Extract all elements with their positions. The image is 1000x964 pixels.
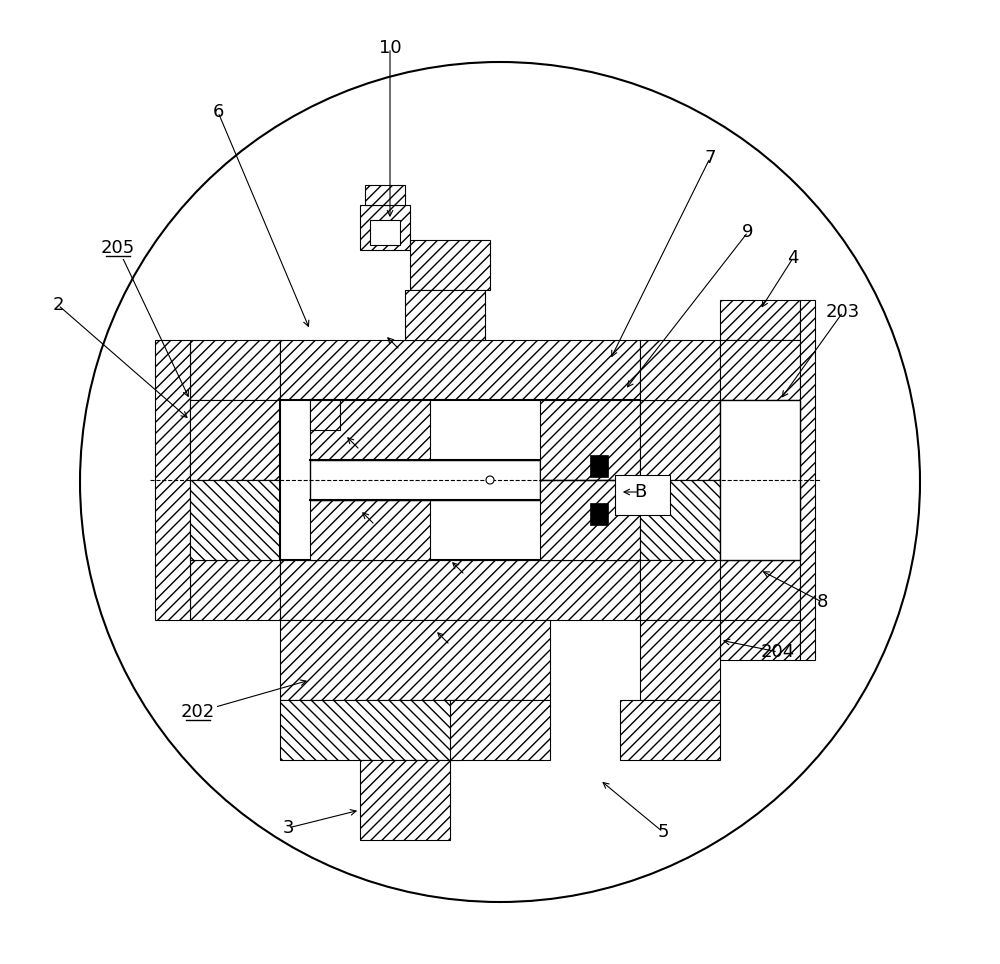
Text: 202: 202 [181, 703, 215, 721]
Polygon shape [310, 500, 430, 560]
Polygon shape [155, 340, 190, 620]
Text: 202: 202 [181, 703, 215, 721]
Polygon shape [590, 455, 608, 477]
Text: 4: 4 [787, 249, 799, 267]
Text: 10: 10 [379, 39, 401, 57]
Circle shape [80, 62, 920, 902]
Polygon shape [620, 700, 720, 760]
Text: B: B [634, 483, 646, 501]
Polygon shape [720, 300, 800, 340]
Text: 6: 6 [212, 103, 224, 121]
Text: 204: 204 [761, 643, 795, 661]
Text: 9: 9 [742, 223, 754, 241]
Polygon shape [640, 340, 720, 400]
Polygon shape [590, 503, 608, 525]
Polygon shape [640, 620, 720, 700]
Polygon shape [360, 205, 410, 250]
Text: 7: 7 [704, 149, 716, 167]
Polygon shape [310, 400, 340, 430]
Polygon shape [640, 400, 720, 480]
Polygon shape [405, 290, 485, 340]
Polygon shape [370, 220, 400, 245]
Polygon shape [190, 480, 280, 560]
Text: 205: 205 [101, 239, 135, 257]
Polygon shape [280, 700, 460, 760]
Polygon shape [640, 560, 720, 620]
Polygon shape [720, 340, 800, 400]
Polygon shape [280, 400, 640, 560]
Text: 2: 2 [52, 296, 64, 314]
Polygon shape [410, 240, 490, 290]
Polygon shape [640, 480, 720, 560]
Polygon shape [190, 400, 280, 480]
Polygon shape [800, 300, 815, 660]
Polygon shape [615, 475, 670, 515]
Polygon shape [720, 620, 800, 660]
Polygon shape [280, 560, 640, 620]
Polygon shape [450, 700, 550, 760]
Polygon shape [280, 620, 550, 700]
Polygon shape [540, 480, 640, 560]
Polygon shape [190, 560, 280, 620]
Polygon shape [310, 400, 430, 460]
Polygon shape [280, 340, 640, 400]
Polygon shape [720, 400, 800, 560]
Text: 8: 8 [816, 593, 828, 611]
Text: 5: 5 [657, 823, 669, 841]
Text: 203: 203 [826, 303, 860, 321]
Text: 202: 202 [181, 703, 215, 721]
Polygon shape [190, 340, 280, 400]
Polygon shape [720, 560, 800, 620]
Circle shape [486, 476, 494, 484]
Polygon shape [360, 760, 450, 840]
Text: 205: 205 [101, 239, 135, 257]
Polygon shape [540, 400, 640, 480]
Polygon shape [365, 185, 405, 205]
Text: 3: 3 [282, 819, 294, 837]
Text: 205: 205 [101, 239, 135, 257]
Polygon shape [310, 460, 540, 500]
